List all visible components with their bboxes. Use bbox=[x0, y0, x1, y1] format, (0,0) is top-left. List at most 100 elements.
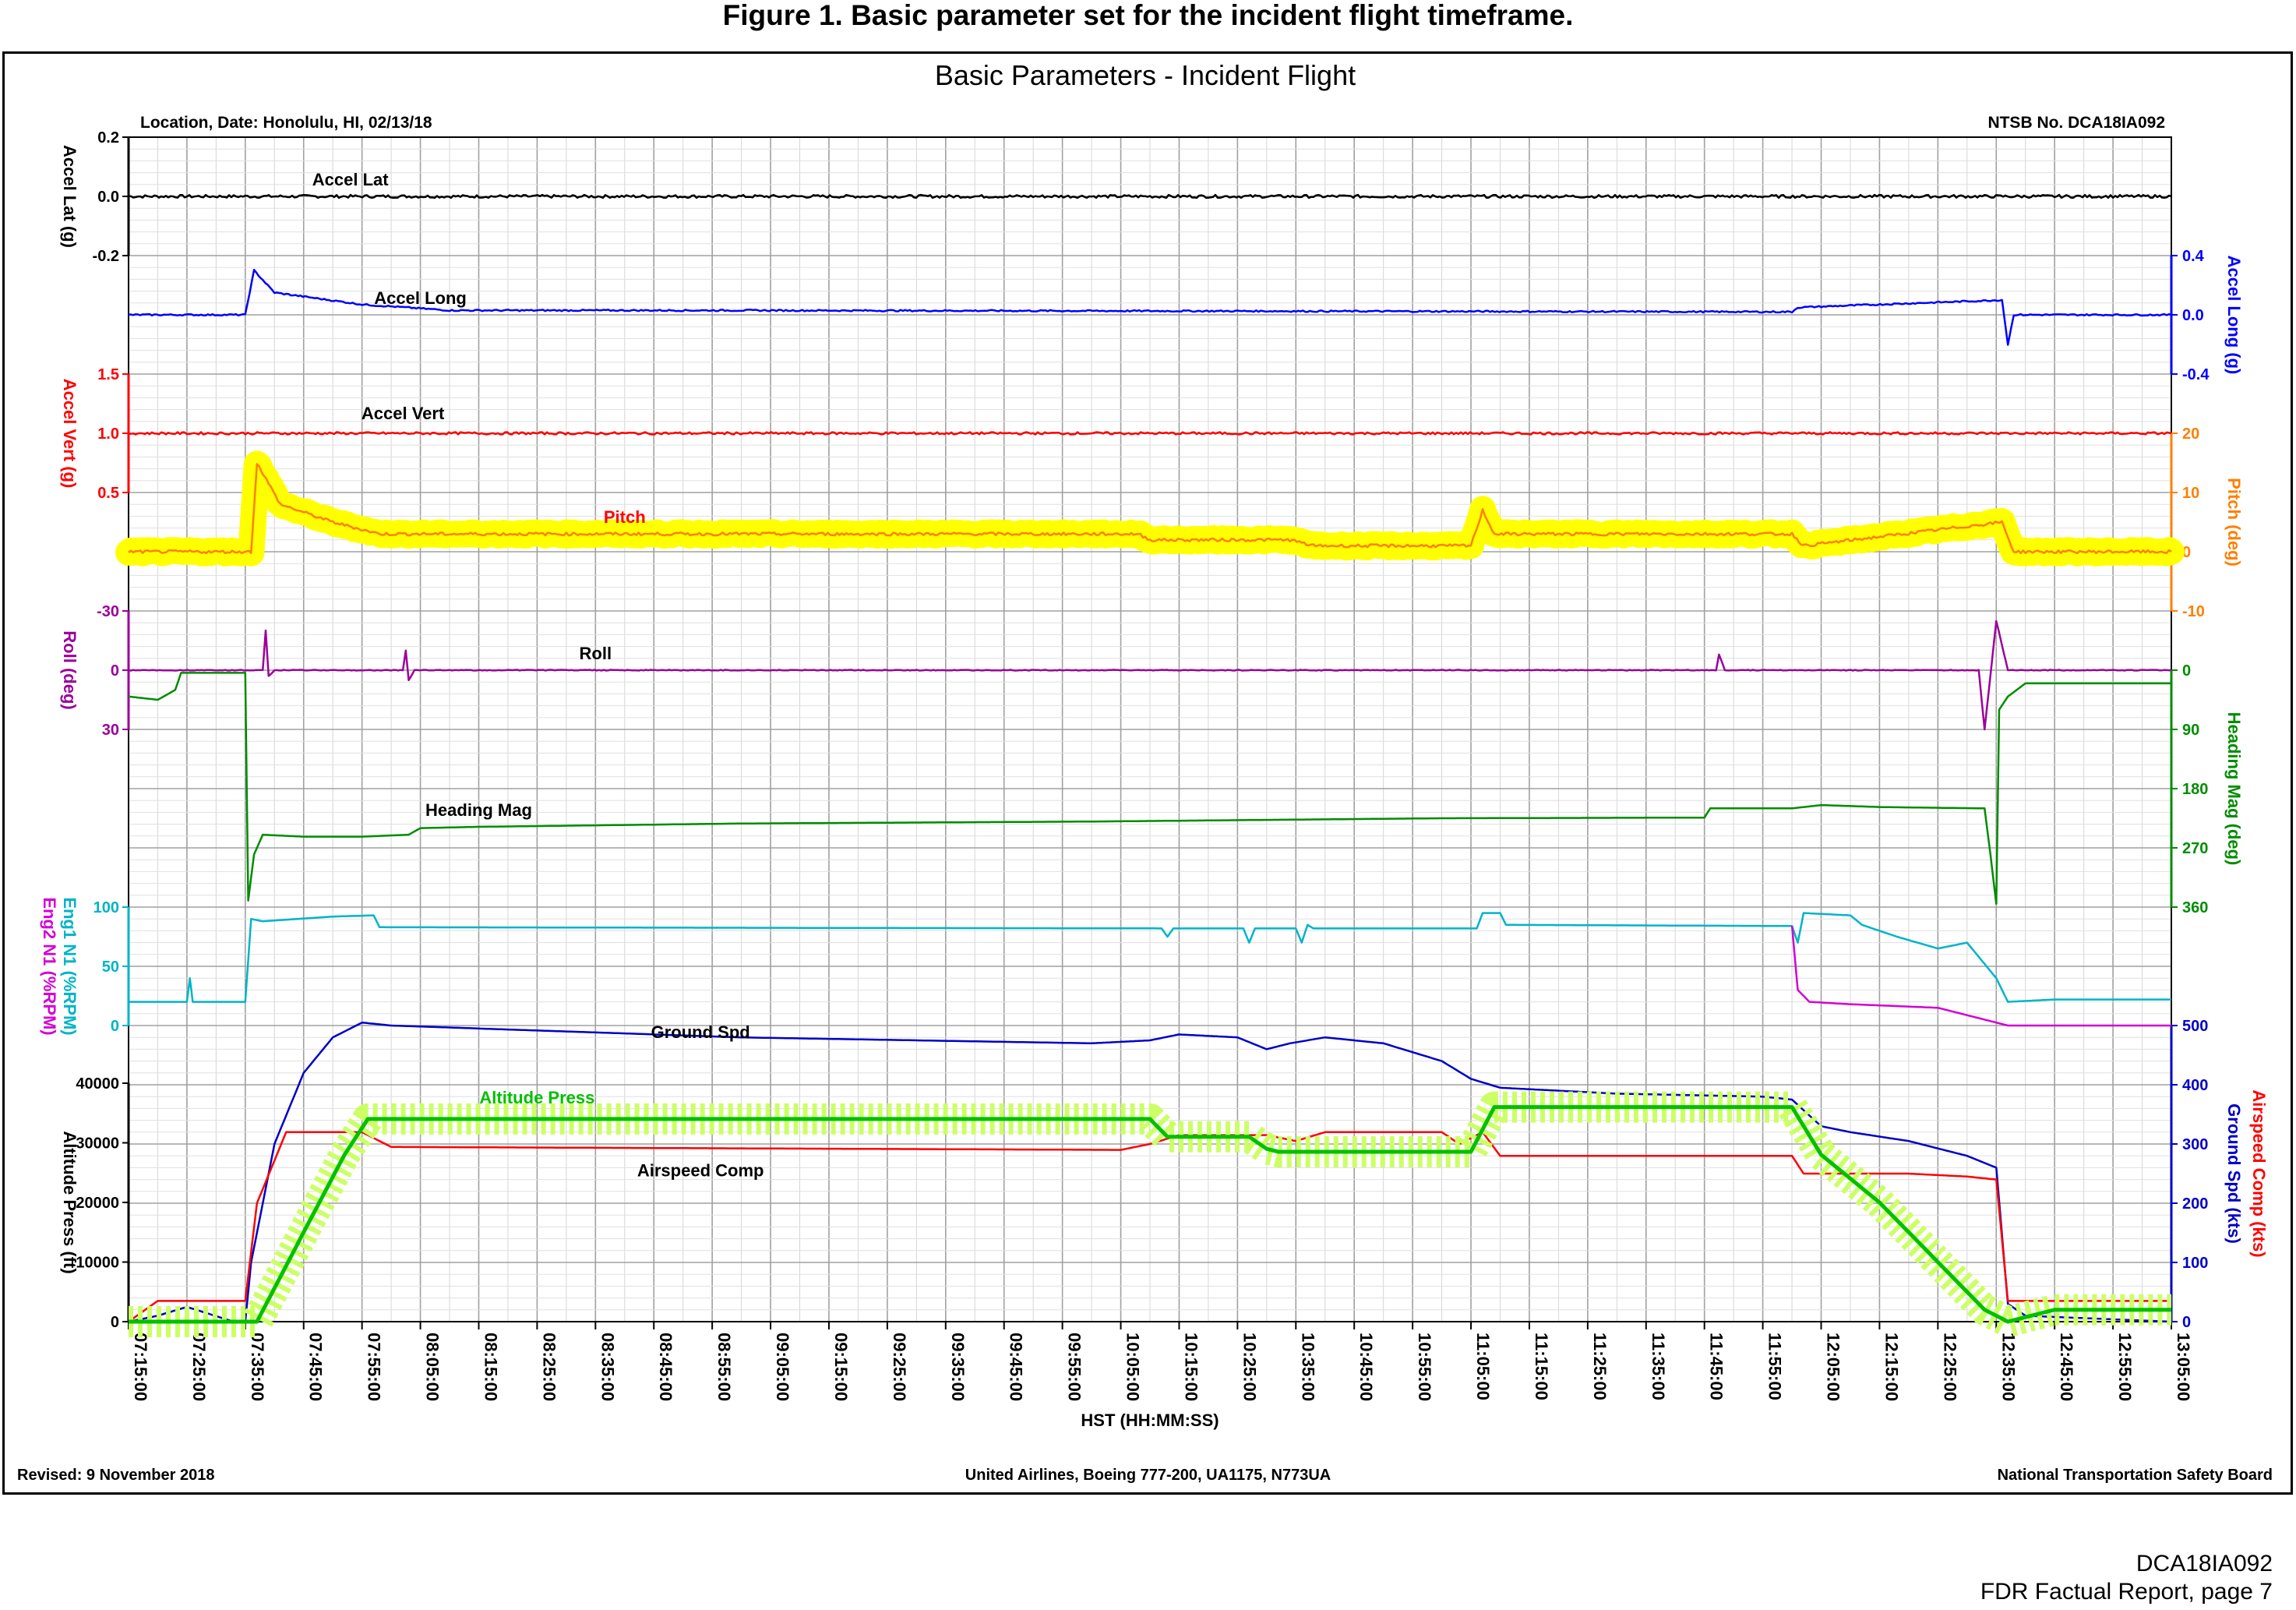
y-tick-label: 1.5 bbox=[97, 366, 119, 383]
x-tick-label: 08:15:00 bbox=[481, 1333, 500, 1401]
y-tick-label: 0 bbox=[111, 662, 119, 680]
figure-caption: Figure 1. Basic parameter set for the in… bbox=[722, 0, 1574, 31]
doc-id: DCA18IA092 bbox=[2136, 1551, 2273, 1576]
y-axis-label: Altitude Press (ft) bbox=[60, 1131, 79, 1273]
y-tick-label: 270 bbox=[2182, 840, 2208, 857]
y-tick-label: 1.0 bbox=[97, 425, 119, 443]
x-tick-label: 09:25:00 bbox=[890, 1333, 909, 1401]
y-tick-label: 20000 bbox=[76, 1195, 119, 1212]
y-tick-label: 0 bbox=[2182, 662, 2191, 680]
y-axis-label: Accel Long (g) bbox=[2224, 256, 2244, 375]
series-label: Airspeed Comp bbox=[637, 1161, 764, 1181]
y-tick-label: 20 bbox=[2182, 425, 2199, 443]
y-axis-label: Accel Vert (g) bbox=[60, 379, 79, 489]
y-tick-label: 0.0 bbox=[97, 189, 119, 206]
header-location: Location, Date: Honolulu, HI, 02/13/18 bbox=[140, 114, 432, 132]
x-tick-label: 13:05:00 bbox=[2174, 1333, 2193, 1401]
y-tick-label: -0.2 bbox=[93, 248, 119, 265]
y-tick-label: 0 bbox=[2182, 544, 2191, 561]
y-axis-label-2: Airspeed Comp (kts) bbox=[2249, 1089, 2269, 1257]
y-tick-label: 0.5 bbox=[97, 485, 119, 502]
x-tick-label: 11:35:00 bbox=[1649, 1333, 1668, 1400]
y-tick-label: 0 bbox=[111, 1314, 119, 1331]
grid bbox=[128, 136, 2172, 1322]
series-roll bbox=[128, 620, 2172, 731]
page-number: FDR Factual Report, page 7 bbox=[1980, 1579, 2273, 1605]
y-tick-label: 400 bbox=[2182, 1077, 2208, 1094]
series-accel-vert bbox=[128, 431, 2172, 436]
y-tick-label: 500 bbox=[2182, 1018, 2208, 1035]
x-tick-label: 09:35:00 bbox=[948, 1333, 968, 1401]
y-tick-label: 0 bbox=[2182, 1314, 2191, 1331]
x-tick-label: 10:15:00 bbox=[1181, 1333, 1201, 1401]
x-tick-label: 08:05:00 bbox=[423, 1333, 443, 1401]
x-tick-label: 07:35:00 bbox=[248, 1333, 267, 1401]
x-tick-label: 11:45:00 bbox=[1707, 1333, 1726, 1400]
y-axis-label: Roll (deg) bbox=[60, 630, 79, 709]
chart-frame bbox=[2, 51, 2293, 1495]
series-accel-lat bbox=[128, 193, 2172, 199]
y-tick-label: 100 bbox=[2182, 1255, 2208, 1272]
x-tick-label: 09:55:00 bbox=[1065, 1333, 1085, 1401]
series-altitude-press bbox=[129, 1105, 2171, 1324]
y-tick-label: 90 bbox=[2182, 722, 2199, 739]
y-tick-label: 40000 bbox=[76, 1075, 119, 1093]
x-tick-label: 07:15:00 bbox=[131, 1333, 150, 1401]
footer-revised: Revised: 9 November 2018 bbox=[17, 1467, 215, 1484]
x-tick-label: 10:05:00 bbox=[1123, 1333, 1143, 1401]
y-tick-label: 30000 bbox=[76, 1135, 119, 1153]
y-axis-label: Ground Spd (kts) bbox=[2224, 1103, 2244, 1244]
y-tick-label: 300 bbox=[2182, 1136, 2208, 1153]
series-eng1-n1 bbox=[129, 912, 2171, 1003]
series-heading-mag bbox=[128, 672, 2171, 906]
series-label: Roll bbox=[580, 644, 612, 663]
y-axis-label: Heading Mag (deg) bbox=[2224, 712, 2244, 866]
y-axis-label: Accel Lat (g) bbox=[60, 145, 79, 248]
series-accel-long bbox=[128, 268, 2172, 346]
series-label: Heading Mag bbox=[425, 800, 532, 820]
series-label: Altitude Press bbox=[479, 1088, 594, 1107]
x-tick-label: 10:35:00 bbox=[1298, 1333, 1317, 1401]
series-label: Accel Vert bbox=[362, 404, 445, 423]
series-pitch bbox=[128, 463, 2172, 555]
x-tick-label: 11:25:00 bbox=[1590, 1333, 1610, 1400]
y-tick-label: 100 bbox=[93, 899, 119, 916]
x-tick-label: 12:45:00 bbox=[2057, 1333, 2076, 1401]
x-tick-label: 10:55:00 bbox=[1415, 1333, 1434, 1401]
x-tick-label: 11:05:00 bbox=[1473, 1333, 1493, 1400]
footer-agency: National Transportation Safety Board bbox=[1997, 1467, 2273, 1484]
y-tick-label: 10 bbox=[2182, 485, 2199, 502]
x-tick-label: 12:05:00 bbox=[1824, 1333, 1843, 1401]
series-label: Accel Long bbox=[374, 288, 467, 308]
y-tick-label: -0.4 bbox=[2182, 366, 2210, 383]
y-axis-label: Pitch (deg) bbox=[2224, 478, 2244, 567]
x-tick-label: 09:15:00 bbox=[831, 1333, 851, 1401]
x-tick-label: 09:45:00 bbox=[1007, 1333, 1026, 1401]
series-label: Accel Lat bbox=[312, 170, 389, 189]
x-tick-label: 08:25:00 bbox=[539, 1333, 559, 1401]
x-tick-label: 09:05:00 bbox=[773, 1333, 792, 1401]
y-tick-label: 360 bbox=[2182, 899, 2208, 916]
y-tick-label: 10000 bbox=[76, 1255, 119, 1272]
footer-aircraft: United Airlines, Boeing 777-200, UA1175,… bbox=[965, 1467, 1331, 1484]
y-tick-label: 0 bbox=[111, 1018, 119, 1035]
x-tick-label: 07:45:00 bbox=[306, 1333, 326, 1401]
x-tick-label: 11:15:00 bbox=[1532, 1333, 1551, 1400]
chart-title: Basic Parameters - Incident Flight bbox=[934, 59, 1356, 91]
x-tick-label: 12:35:00 bbox=[1998, 1333, 2018, 1401]
x-tick-label: 08:55:00 bbox=[714, 1333, 734, 1401]
series-label: Pitch bbox=[604, 507, 646, 527]
header-ntsb-number: NTSB No. DCA18IA092 bbox=[1987, 114, 2165, 132]
x-tick-label: 07:55:00 bbox=[365, 1333, 384, 1401]
x-tick-label: 10:25:00 bbox=[1240, 1333, 1259, 1401]
y-axis-label: Eng1 N1 (%RPM) bbox=[60, 897, 79, 1035]
x-tick-label: 12:15:00 bbox=[1882, 1333, 1901, 1401]
x-tick-label: 10:45:00 bbox=[1356, 1333, 1376, 1401]
series-eng2-n1 bbox=[1790, 926, 2171, 1027]
y-tick-label: 50 bbox=[102, 959, 119, 976]
y-tick-label: -10 bbox=[2182, 603, 2205, 620]
y-tick-label: 200 bbox=[2182, 1195, 2208, 1213]
x-tick-label: 12:55:00 bbox=[2115, 1333, 2135, 1401]
series-ground-spd bbox=[128, 1021, 2172, 1323]
